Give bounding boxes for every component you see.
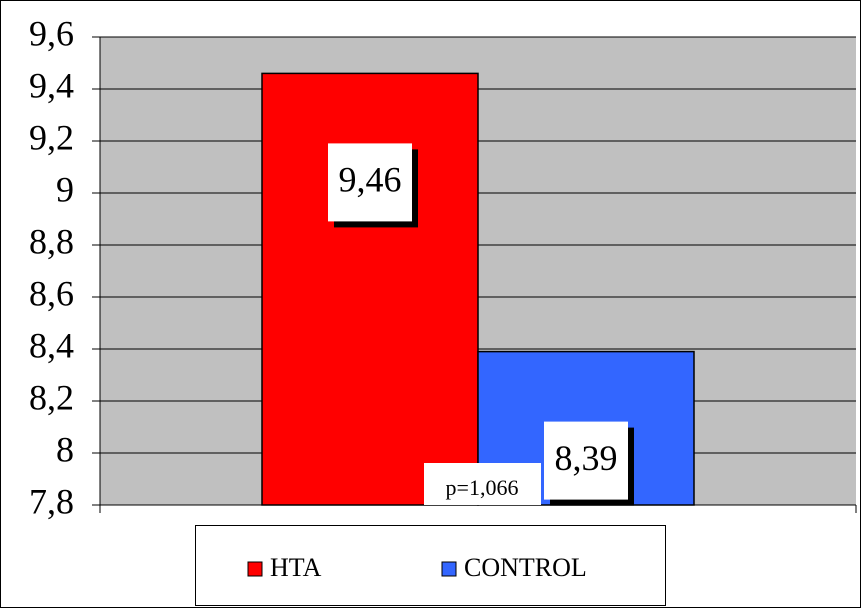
- y-tick-label: 8,4: [29, 325, 74, 365]
- legend-swatch: [247, 561, 263, 577]
- y-tick-label: 9,2: [29, 117, 74, 157]
- value-label: 9,46: [339, 160, 402, 200]
- value-label-box: [328, 143, 412, 222]
- legend-box: [195, 525, 666, 606]
- y-tick-label: 8,8: [29, 221, 74, 261]
- annotation-box: [424, 463, 541, 505]
- y-tick-label: 8,2: [29, 377, 74, 417]
- y-tick-label: 9: [56, 169, 74, 209]
- legend-label: HTA: [270, 553, 322, 582]
- value-label: 8,39: [555, 438, 618, 478]
- value-label-box: [544, 421, 628, 500]
- legend-label: CONTROL: [464, 553, 587, 582]
- bar: [261, 72, 479, 506]
- y-tick-label: 7,8: [29, 481, 74, 521]
- y-tick-label: 8,6: [29, 273, 74, 313]
- y-tick-label: 9,6: [29, 13, 74, 53]
- y-tick-label: 8: [56, 429, 74, 469]
- y-tick-label: 9,4: [29, 65, 74, 105]
- legend-swatch: [441, 561, 457, 577]
- annotation: p=1,066: [446, 475, 519, 500]
